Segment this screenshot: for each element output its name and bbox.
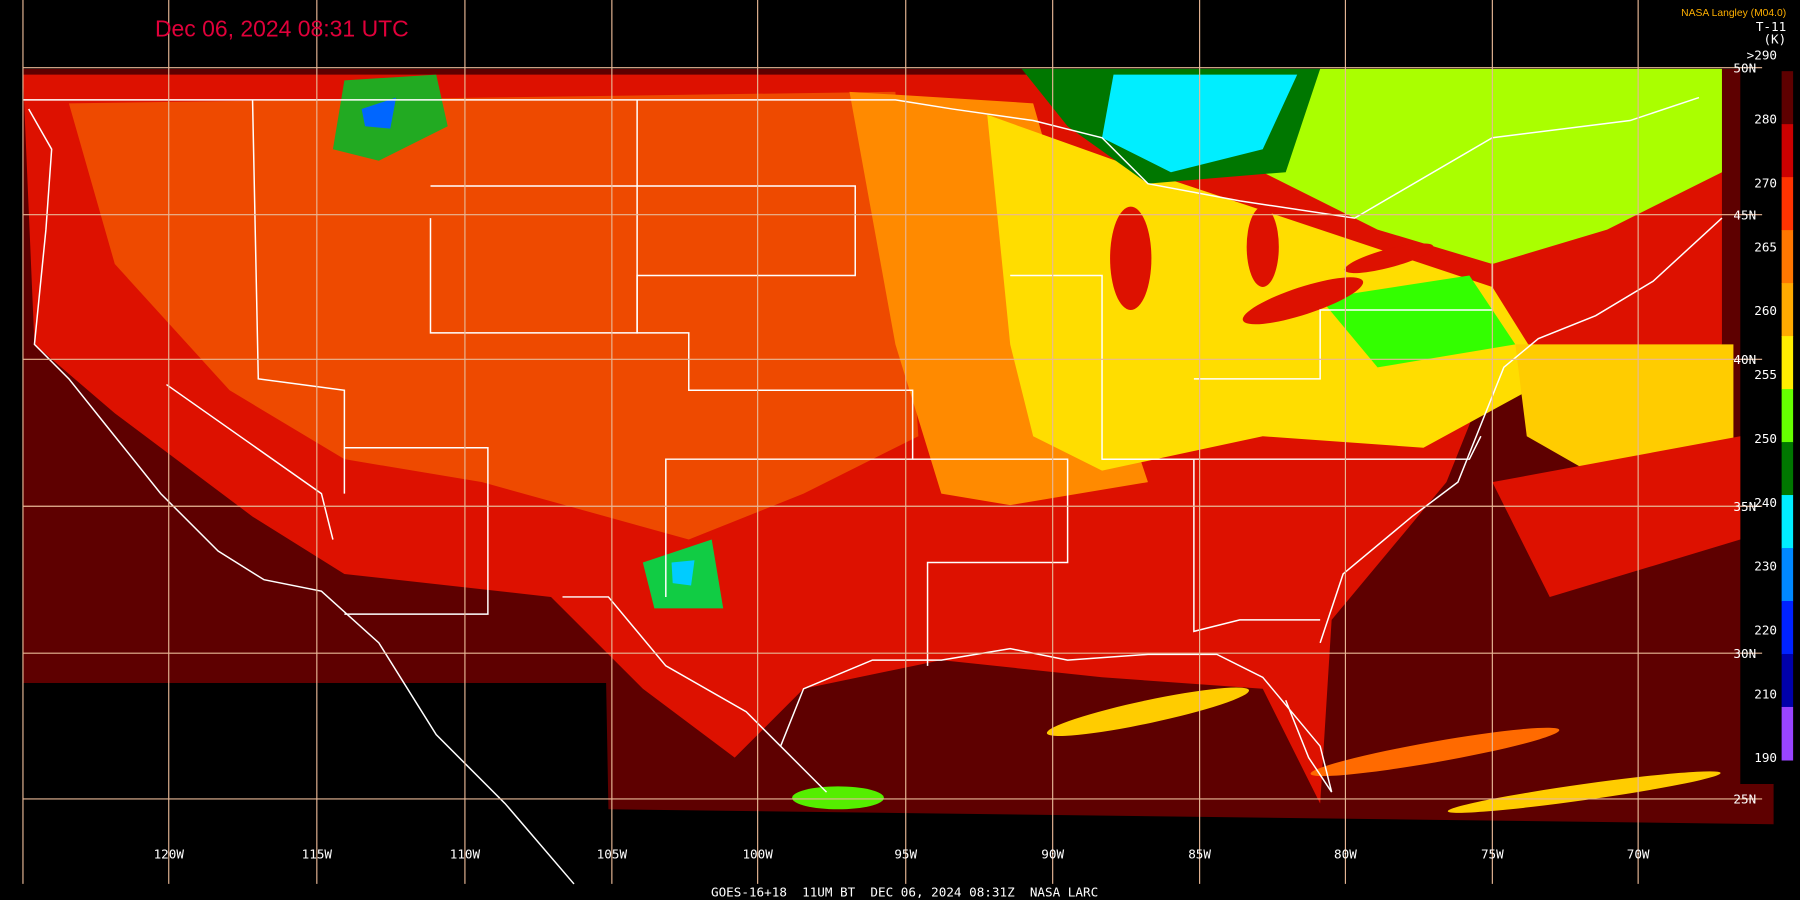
title: Dec 06, 2024 08:31 UTC	[155, 16, 409, 42]
longitude-label: 110W	[450, 847, 481, 862]
source-label: NASA Langley (M04.0)	[1681, 8, 1786, 19]
colorbar-segment	[1781, 495, 1794, 549]
borders	[22, 96, 1723, 885]
colorbar-segment	[1781, 653, 1794, 708]
longitude-label: 105W	[597, 847, 628, 862]
footer: GOES-16+18 11UM BT DEC 06, 2024 08:31Z N…	[711, 885, 1098, 900]
colorbar-label: 280	[1754, 112, 1777, 127]
latitude-label: 30N	[1733, 646, 1756, 661]
colorbar-segment	[1781, 71, 1794, 125]
longitude-label: 120W	[154, 847, 185, 862]
longitude-label: 80W	[1334, 847, 1357, 862]
longitude-label: 90W	[1041, 847, 1064, 862]
longitude-label: 95W	[894, 847, 917, 862]
colorbar-label: 260	[1754, 303, 1777, 318]
colorbar-segment	[1781, 230, 1794, 284]
colorbar-segment	[1781, 601, 1794, 655]
colorbar-label: 255	[1754, 367, 1777, 382]
product-label: T-11	[1756, 19, 1786, 34]
latitude-label: 25N	[1733, 792, 1756, 807]
colorbar-segment	[1781, 177, 1794, 231]
latitude-label: 40N	[1733, 352, 1756, 367]
colorbar-label: 250	[1754, 431, 1777, 446]
colorbar-label: 240	[1754, 495, 1777, 510]
colorbar-segment	[1781, 336, 1794, 390]
unit-label: (K)	[1763, 32, 1786, 47]
colorbar-label: 220	[1754, 623, 1777, 638]
colorbar-label: 210	[1754, 686, 1777, 701]
colorbar-segment	[1781, 283, 1794, 337]
latitude-label: 50N	[1733, 60, 1756, 75]
colorbar-segment	[1781, 548, 1794, 602]
colorbar-label: 270	[1754, 175, 1777, 190]
colorbar-segment	[1781, 389, 1794, 443]
longitude-label: 75W	[1481, 847, 1504, 862]
longitude-label: 70W	[1627, 847, 1650, 862]
colorbar-label: 230	[1754, 559, 1777, 574]
latitude-label: 35N	[1733, 499, 1756, 514]
colorbar: >290 280 270 265 260 255 250 240 230 220 210 190	[1747, 48, 1794, 765]
colorbar-segment	[1781, 442, 1794, 496]
colorbar-segment	[1781, 706, 1794, 761]
colorbar-label: 190	[1754, 750, 1777, 765]
colorbar-label: 265	[1754, 239, 1777, 254]
colorbar-label: >290	[1747, 48, 1777, 63]
latitude-label: 45N	[1733, 207, 1756, 222]
graticule: 120W 115W 110W 105W 100W 95W 90W 85W 80W 75W 70W 50…	[22, 0, 1763, 884]
longitude-label: 115W	[302, 847, 333, 862]
longitude-label: 85W	[1188, 847, 1211, 862]
longitude-label: 100W	[742, 847, 773, 862]
colorbar-segment	[1781, 124, 1794, 178]
